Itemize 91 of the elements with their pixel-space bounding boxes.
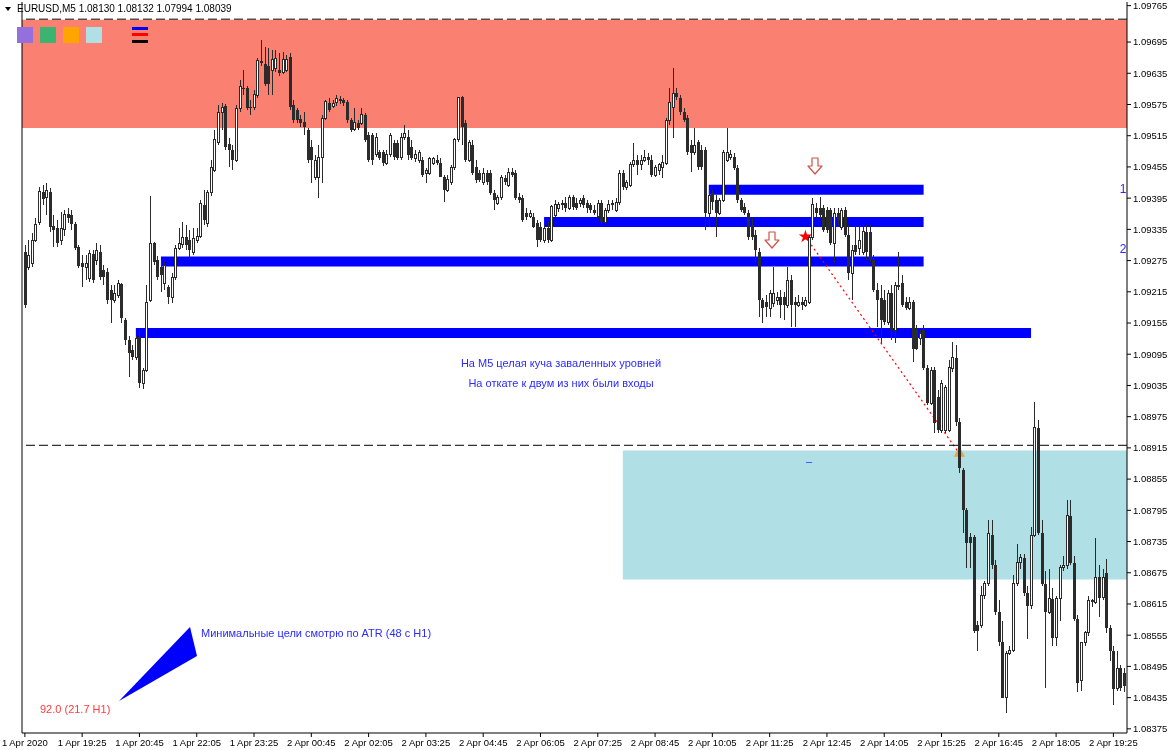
candlestick (407, 129, 410, 161)
y-tick-label: 1.08675 (1133, 567, 1168, 579)
candlestick (396, 139, 399, 161)
x-tick-label: 2 Apr 15:25 (917, 736, 966, 748)
candlestick (901, 274, 904, 308)
y-tick-label: 1.09275 (1133, 254, 1168, 266)
candlestick (163, 261, 166, 291)
y-tick-label: 1.08915 (1133, 442, 1168, 454)
x-tick-label: 2 Apr 11:25 (745, 736, 794, 748)
x-tick-label: 2 Apr 14:05 (859, 736, 909, 748)
y-tick-label: 1.09395 (1133, 192, 1168, 204)
candlestick (192, 227, 195, 256)
y-tick-label: 1.09095 (1133, 348, 1168, 360)
candlestick (1116, 650, 1119, 692)
candlestick (188, 229, 191, 259)
y-tick-label: 1.09335 (1133, 223, 1168, 235)
candlestick (393, 139, 396, 161)
x-tick-label: 2 Apr 03:25 (401, 736, 451, 748)
annotation: 2 (1119, 242, 1127, 256)
chart-title: EURUSD,M5 1.08130 1.08132 1.07994 1.08039 (17, 3, 233, 14)
annotation: 1 (1119, 182, 1127, 196)
candlestick (271, 49, 274, 96)
candlestick (539, 221, 542, 243)
x-tick-label: 1 Apr 2020 (1, 736, 48, 748)
y-tick-label: 1.09515 (1133, 130, 1168, 142)
annotation: Минимальные цели смотрю по ATR (48 с H1) (201, 627, 432, 639)
candlestick (375, 132, 378, 158)
annotation: 92.0 (21.7 H1) (40, 703, 111, 715)
y-tick-label: 1.09215 (1133, 286, 1168, 298)
candlestick (278, 52, 281, 77)
x-tick-label: 2 Apr 02:05 (344, 736, 393, 748)
y-tick-label: 1.08975 (1133, 411, 1168, 423)
x-tick-label: 2 Apr 04:45 (458, 736, 508, 748)
candlestick (181, 221, 184, 249)
candlestick (536, 219, 539, 248)
y-tick-label: 1.08555 (1133, 629, 1168, 641)
candlestick (267, 47, 270, 96)
candlestick (85, 254, 88, 281)
candlestick (60, 211, 63, 246)
candlestick (747, 209, 750, 241)
x-tick-label: 2 Apr 06:05 (516, 736, 565, 748)
y-tick-label: 1.08735 (1133, 535, 1168, 547)
candlestick (1098, 564, 1101, 618)
candlestick (160, 259, 163, 293)
y-tick-label: 1.09035 (1133, 379, 1168, 391)
candlestick (124, 317, 127, 346)
y-tick-label: 1.08615 (1133, 598, 1168, 610)
candlestick (314, 154, 317, 181)
candlestick (543, 224, 546, 244)
candlestick (858, 224, 861, 256)
candlestick (246, 85, 249, 111)
x-tick-label: 2 Apr 19:25 (1089, 736, 1138, 748)
x-tick-label: 2 Apr 00:45 (287, 736, 336, 748)
annotation: На М5 целая куча заваленных уровней (460, 357, 662, 369)
y-tick-label: 1.08795 (1133, 504, 1168, 516)
candlestick (636, 154, 639, 176)
x-tick-label: 2 Apr 07:25 (573, 736, 623, 748)
x-tick-label: 1 Apr 22:05 (172, 736, 222, 748)
candlestick (865, 224, 868, 261)
candlestick (772, 266, 775, 308)
y-tick-label: 1.08855 (1133, 473, 1168, 485)
candlestick (1119, 664, 1122, 692)
x-tick-label: 1 Apr 23:25 (229, 736, 279, 748)
candlestick (880, 284, 883, 344)
y-tick-label: 1.08435 (1133, 691, 1168, 703)
candlestick (500, 174, 503, 201)
x-tick-label: 2 Apr 16:45 (974, 736, 1024, 748)
x-tick-label: 1 Apr 20:45 (115, 736, 164, 748)
candlestick (346, 99, 349, 124)
x-tick-label: 1 Apr 19:25 (57, 736, 107, 748)
y-tick-label: 1.09695 (1133, 36, 1168, 48)
x-tick-label: 2 Apr 10:05 (688, 736, 737, 748)
x-tick-label: 2 Apr 08:45 (630, 736, 680, 748)
y-tick-label: 1.09765 (1133, 0, 1168, 12)
y-tick-label: 1.09155 (1133, 317, 1168, 329)
candlestick (56, 219, 59, 248)
candlestick (876, 282, 879, 328)
candlestick (679, 94, 682, 116)
y-tick-label: 1.09575 (1133, 98, 1168, 110)
candlestick (765, 294, 768, 318)
annotation: – (805, 455, 813, 467)
x-tick-label: 2 Apr 18:05 (1031, 736, 1081, 748)
x-tick-label: 2 Apr 12:45 (802, 736, 852, 748)
y-tick-label: 1.08375 (1133, 723, 1168, 735)
candlestick (862, 224, 865, 256)
y-tick-label: 1.09455 (1133, 161, 1168, 173)
y-tick-label: 1.08495 (1133, 660, 1168, 672)
y-tick-label: 1.09635 (1133, 67, 1168, 79)
candlestick (1123, 667, 1126, 693)
candlestick (303, 111, 306, 136)
annotation: На откате к двум из них были входы (468, 377, 654, 389)
